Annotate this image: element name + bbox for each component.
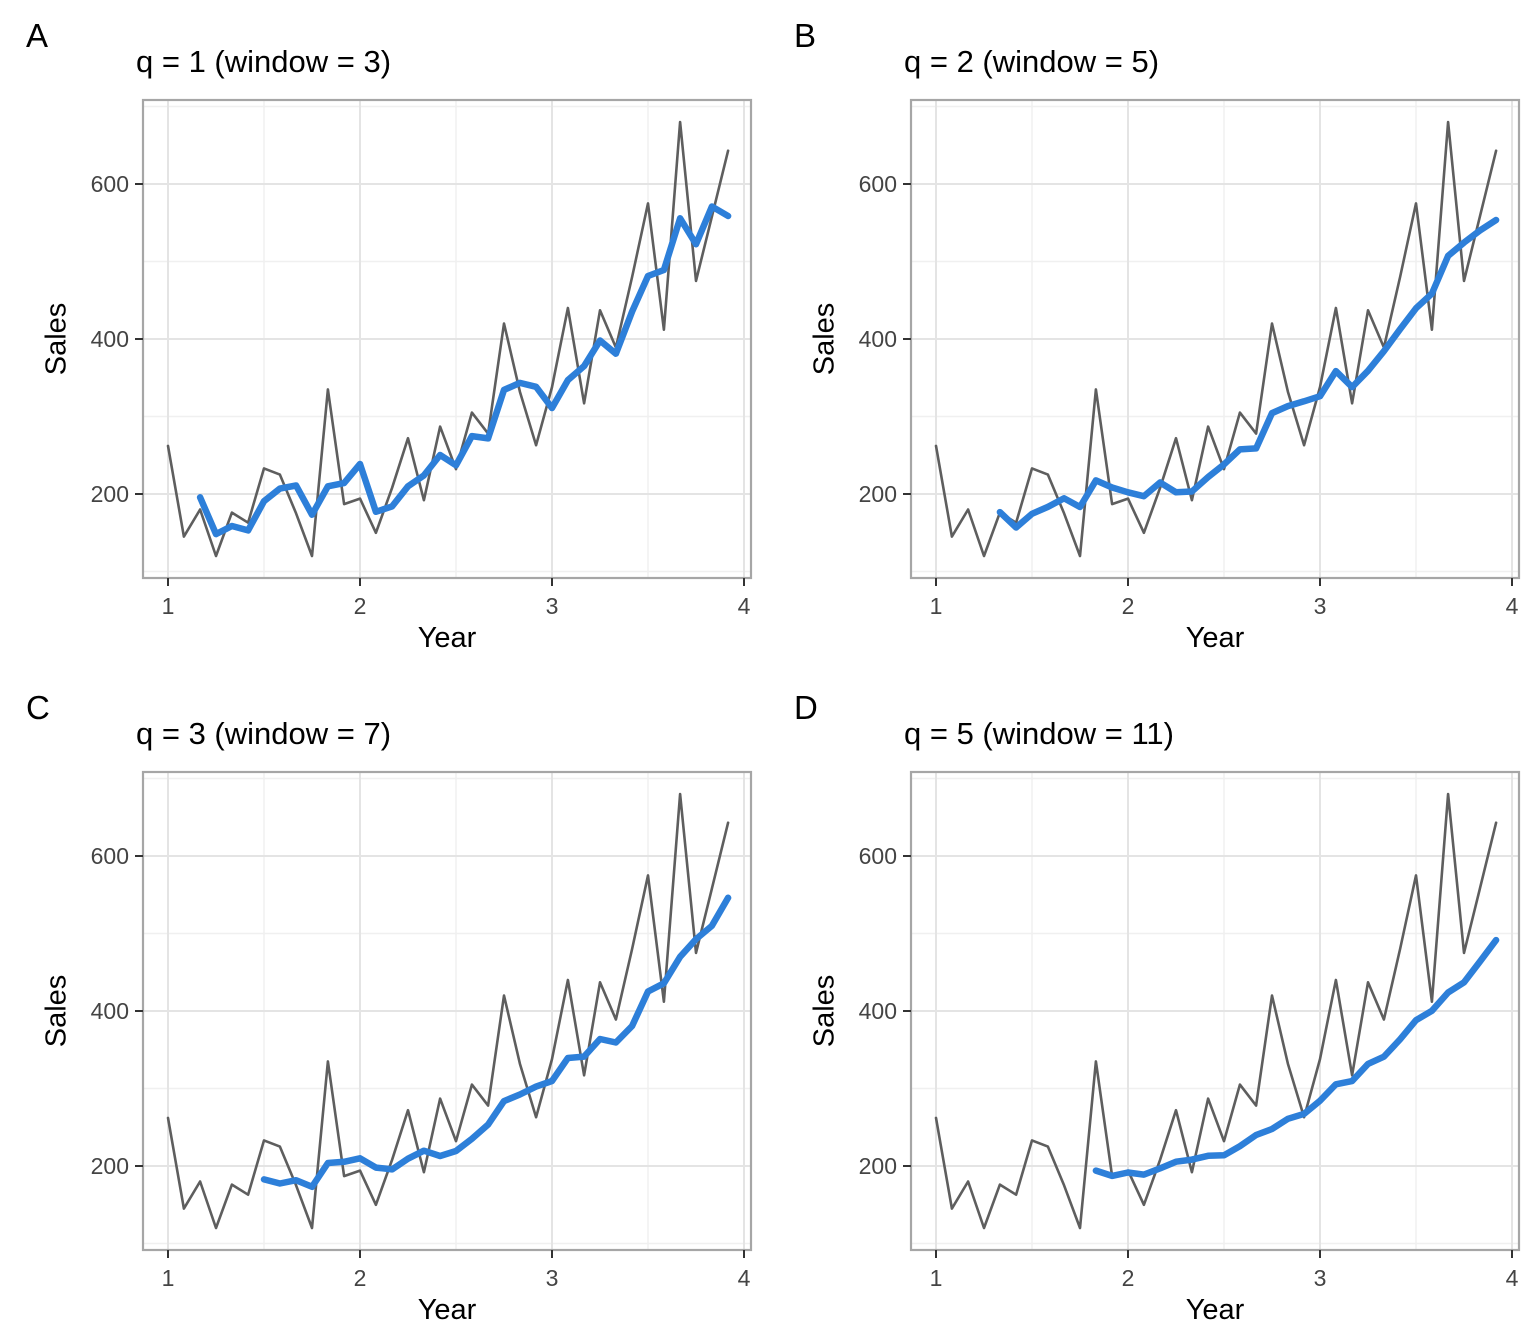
moving-average-line — [996, 216, 1500, 531]
panel-c: C q = 3 (window = 7) 1 2 3 4 200 400 600 Year … — [0, 672, 768, 1344]
panel-b-chart: 1 2 3 4 200 400 600 — [859, 98, 1521, 619]
x-tick-label: 4 — [1506, 593, 1519, 619]
x-tick-label: 2 — [354, 593, 367, 619]
y-tick-label: 200 — [859, 481, 897, 507]
y-axis-ticks: 200 400 600 — [859, 843, 911, 1179]
x-tick-label: 3 — [1314, 1265, 1327, 1291]
panel-d-title: q = 5 (window = 11) — [904, 716, 1174, 751]
panel-c-chart: 1 2 3 4 200 400 600 — [91, 770, 753, 1291]
moving-average-line — [1092, 936, 1500, 1180]
panel-c-title: q = 3 (window = 7) — [136, 716, 392, 751]
x-tick-label: 2 — [1122, 593, 1135, 619]
y-tick-label: 400 — [91, 326, 129, 352]
panel-b-y-axis-title: Sales — [808, 302, 841, 376]
y-tick-label: 200 — [859, 1153, 897, 1179]
panel-b-title: q = 2 (window = 5) — [904, 44, 1160, 79]
sales-raw-line — [166, 120, 730, 558]
x-tick-label: 4 — [738, 593, 751, 619]
x-tick-label: 4 — [1506, 1265, 1519, 1291]
panel-a-title: q = 1 (window = 3) — [136, 44, 392, 79]
y-axis-ticks: 200 400 600 — [91, 171, 143, 507]
panel-b-label: B — [794, 17, 817, 54]
x-axis-ticks: 1 2 3 4 — [930, 578, 1519, 619]
panel-d-y-axis-title: Sales — [808, 974, 841, 1048]
panel-a-x-axis-title: Year — [417, 622, 477, 654]
grid-major — [143, 772, 751, 1250]
panel-d: D q = 5 (window = 11) 1 2 3 4 200 400 600 Year… — [768, 672, 1536, 1344]
panel-b: B q = 2 (window = 5) 1 2 3 4 200 400 600 Year … — [768, 0, 1536, 672]
x-tick-label: 3 — [546, 1265, 559, 1291]
panel-a: A q = 1 (window = 3) 1 2 3 4 200 400 600 Year … — [0, 0, 768, 672]
x-tick-label: 4 — [738, 1265, 751, 1291]
panel-d-chart: 1 2 3 4 200 400 600 — [859, 770, 1521, 1291]
panel-a-chart: 1 2 3 4 200 400 600 — [91, 98, 753, 619]
x-tick-label: 1 — [162, 1265, 175, 1291]
x-tick-label: 2 — [1122, 1265, 1135, 1291]
y-tick-label: 400 — [859, 998, 897, 1024]
panel-c-y-axis-title: Sales — [40, 974, 73, 1048]
y-tick-label: 200 — [91, 1153, 129, 1179]
x-axis-ticks: 1 2 3 4 — [930, 1250, 1519, 1291]
sales-raw-line — [166, 792, 730, 1230]
y-tick-label: 400 — [91, 998, 129, 1024]
y-tick-label: 600 — [859, 171, 897, 197]
y-tick-label: 600 — [91, 843, 129, 869]
panel-d-x-axis-title: Year — [1185, 1294, 1245, 1326]
x-axis-ticks: 1 2 3 4 — [162, 578, 751, 619]
x-tick-label: 1 — [930, 593, 943, 619]
panel-c-label: C — [26, 689, 50, 726]
y-tick-label: 600 — [859, 843, 897, 869]
x-tick-label: 2 — [354, 1265, 367, 1291]
moving-average-line — [196, 203, 732, 538]
moving-average-line — [260, 894, 732, 1191]
sales-raw-line — [934, 120, 1498, 558]
panel-a-label: A — [26, 17, 49, 54]
x-tick-label: 1 — [162, 593, 175, 619]
x-tick-label: 3 — [1314, 593, 1327, 619]
y-axis-ticks: 200 400 600 — [859, 171, 911, 507]
panel-c-x-axis-title: Year — [417, 1294, 477, 1326]
panel-b-x-axis-title: Year — [1185, 622, 1245, 654]
sales-raw-line — [934, 792, 1498, 1230]
y-tick-label: 600 — [91, 171, 129, 197]
x-tick-label: 3 — [546, 593, 559, 619]
x-tick-label: 1 — [930, 1265, 943, 1291]
y-tick-label: 200 — [91, 481, 129, 507]
y-axis-ticks: 200 400 600 — [91, 843, 143, 1179]
y-tick-label: 400 — [859, 326, 897, 352]
panel-a-y-axis-title: Sales — [40, 302, 73, 376]
grid-major — [911, 100, 1519, 578]
x-axis-ticks: 1 2 3 4 — [162, 1250, 751, 1291]
panel-d-label: D — [794, 689, 818, 726]
